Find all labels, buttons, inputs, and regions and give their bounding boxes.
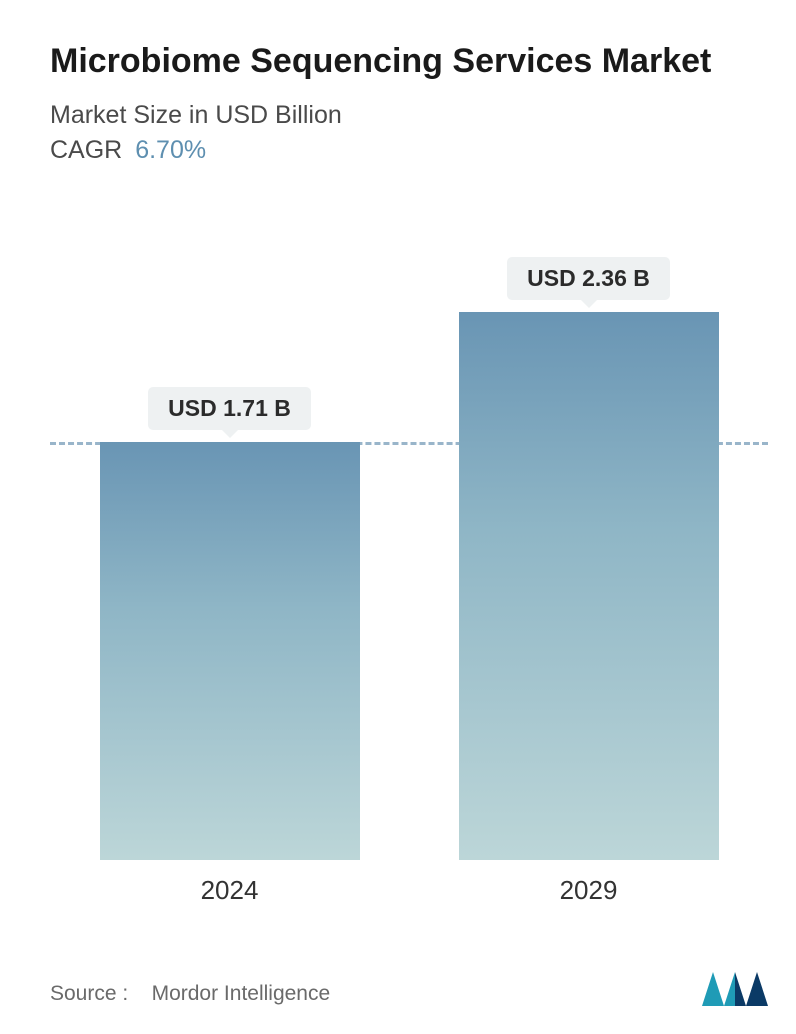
cagr-row: CAGR 6.70%	[50, 136, 756, 165]
chart-subtitle: Market Size in USD Billion	[50, 101, 756, 130]
chart-container: Microbiome Sequencing Services Market Ma…	[0, 0, 796, 1034]
cagr-value: 6.70%	[135, 136, 206, 164]
value-badge-0: USD 1.71 B	[148, 387, 311, 430]
logo-left-path	[702, 972, 735, 1006]
cagr-label: CAGR	[50, 136, 122, 164]
bar-column-1: USD 2.36 B	[459, 257, 719, 860]
bars-wrap: USD 1.71 B USD 2.36 B	[50, 260, 768, 860]
x-axis-labels: 2024 2029	[50, 875, 768, 906]
bar-1	[459, 312, 719, 860]
chart-area: USD 1.71 B USD 2.36 B 2024 2029	[50, 260, 768, 900]
x-label-1: 2029	[459, 875, 719, 906]
chart-title: Microbiome Sequencing Services Market	[50, 40, 756, 83]
value-badge-1: USD 2.36 B	[507, 257, 670, 300]
bar-column-0: USD 1.71 B	[100, 387, 360, 860]
brand-logo-icon	[702, 964, 768, 1006]
bar-0	[100, 442, 360, 860]
source-name: Mordor Intelligence	[152, 982, 331, 1005]
logo-right-path	[735, 972, 768, 1006]
source-label: Source :	[50, 982, 128, 1005]
source-text: Source : Mordor Intelligence	[50, 982, 330, 1006]
x-label-0: 2024	[100, 875, 360, 906]
chart-footer: Source : Mordor Intelligence	[50, 964, 768, 1006]
